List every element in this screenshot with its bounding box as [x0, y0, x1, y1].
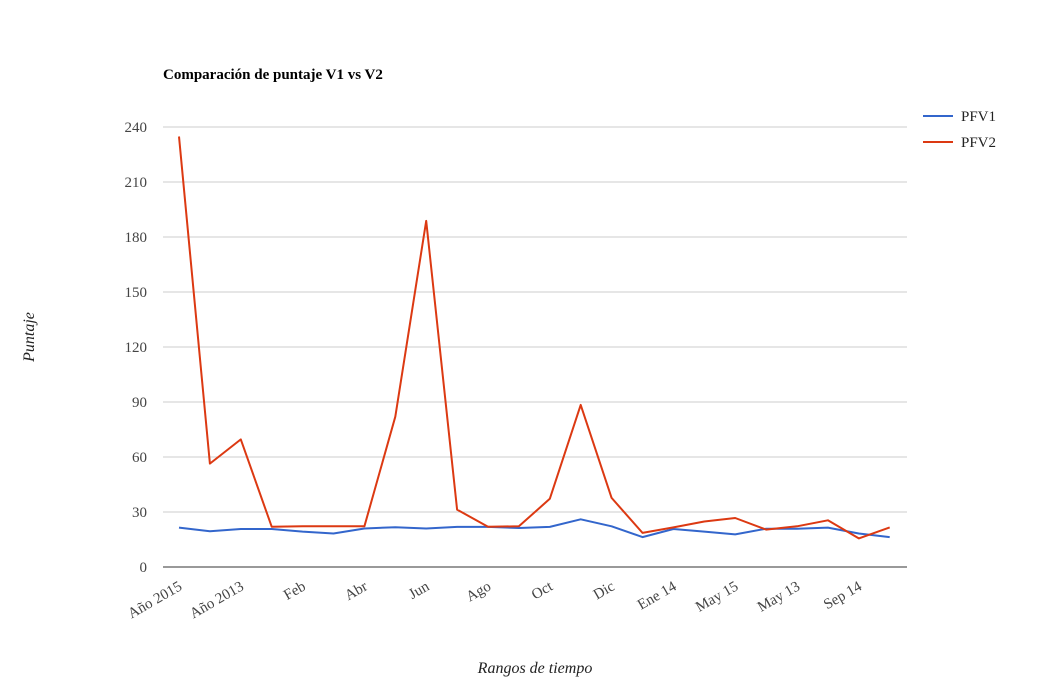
x-axis-title: Rangos de tiempo: [477, 660, 593, 677]
x-axis-ticks: Año 2015 Año 2013 Feb Abr Jun Ago Oct Dic Ene 14…: [125, 578, 865, 622]
x-tick-label: Jun: [406, 578, 432, 603]
legend-label: PFV2: [961, 135, 996, 151]
x-tick-label: Dic: [591, 578, 618, 603]
y-tick-label: 210: [125, 175, 148, 191]
x-tick-label: May 13: [755, 579, 803, 616]
y-tick-label: 30: [132, 505, 147, 521]
chart-title: Comparación de puntaje V1 vs V2: [163, 67, 383, 83]
gridlines: [163, 126, 907, 513]
x-tick-label: Año 2015: [125, 579, 185, 623]
y-tick-label: 0: [140, 560, 148, 576]
legend: PFV1 PFV2: [923, 109, 996, 151]
x-tick-label: Oct: [529, 578, 556, 603]
series-line-pfv2: [178, 136, 891, 540]
x-tick-label: Ene 14: [635, 578, 680, 613]
legend-label: PFV1: [961, 109, 996, 125]
y-tick-label: 90: [132, 395, 147, 411]
series-lines: [178, 136, 891, 540]
x-tick-label: Abr: [342, 579, 370, 605]
y-tick-label: 150: [125, 285, 148, 301]
y-axis-ticks: 0 30 60 90 120 150 180 210 240: [125, 120, 148, 576]
y-tick-label: 60: [132, 450, 147, 466]
x-tick-label: Feb: [281, 579, 308, 604]
x-tick-label: Sep 14: [821, 578, 865, 613]
x-tick-label: Año 2013: [187, 579, 247, 623]
y-axis-title: Puntaje: [21, 312, 38, 363]
y-tick-label: 240: [125, 120, 148, 136]
x-tick-label: May 15: [693, 579, 741, 616]
y-tick-label: 120: [125, 340, 148, 356]
y-tick-label: 180: [125, 230, 148, 246]
x-tick-label: Ago: [464, 579, 494, 606]
